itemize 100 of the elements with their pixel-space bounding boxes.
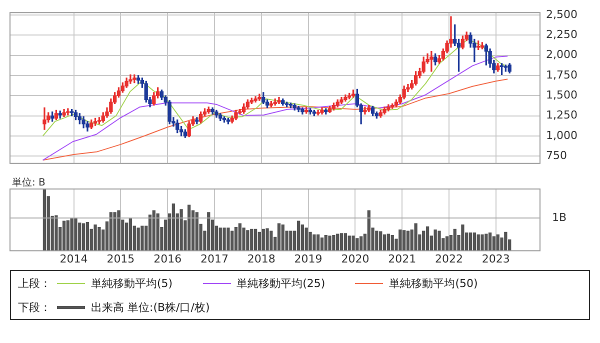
legend-title: 下段： <box>18 300 51 315</box>
bar <box>262 228 265 251</box>
bar <box>54 215 58 251</box>
bar <box>386 234 390 251</box>
bar <box>382 234 386 251</box>
bar <box>414 223 418 251</box>
y-tick-label: 1,750 <box>546 68 578 82</box>
bar <box>402 230 406 251</box>
bar <box>398 229 402 251</box>
x-tick-label: 2017 <box>200 252 228 266</box>
y-tick-label: 1,250 <box>546 108 578 122</box>
bar <box>328 236 332 251</box>
bar <box>270 230 273 251</box>
bar <box>250 228 254 251</box>
legend-label: 単純移動平均(25) <box>236 276 326 291</box>
legend-title: 上段： <box>18 276 51 291</box>
bar <box>484 234 488 251</box>
x-tick-label: 2021 <box>388 252 416 266</box>
bar <box>356 238 359 251</box>
bar <box>316 234 320 251</box>
bar <box>82 223 86 251</box>
bar <box>308 232 312 251</box>
text: 単位: B <box>12 176 46 189</box>
bar <box>86 222 90 251</box>
bar <box>140 226 144 251</box>
bar <box>472 232 476 251</box>
bar <box>422 230 426 251</box>
bar <box>320 237 324 251</box>
bar <box>156 213 160 251</box>
legend-label: 単純移動平均(5) <box>91 276 173 291</box>
x-tick-label: 2014 <box>60 252 88 266</box>
bar <box>480 234 484 251</box>
bar <box>332 235 336 251</box>
y-tick-label: 1,500 <box>546 88 578 102</box>
bar <box>113 212 116 251</box>
y-tick-label: 750 <box>546 149 567 162</box>
bar <box>312 234 316 251</box>
bar <box>136 228 140 251</box>
bar <box>258 232 262 251</box>
bar <box>453 228 456 251</box>
bar <box>246 230 250 251</box>
bar <box>266 228 269 251</box>
bar <box>187 204 191 251</box>
x-tick-label: 2020 <box>341 252 370 266</box>
bar <box>289 230 292 251</box>
bar <box>324 235 328 251</box>
y-tick-label: 2,500 <box>546 8 578 21</box>
bar <box>406 230 410 251</box>
bar <box>242 228 246 251</box>
bar <box>62 220 66 251</box>
bar <box>234 226 238 251</box>
bar <box>128 218 132 251</box>
bar <box>222 228 226 251</box>
bar <box>74 218 78 251</box>
bar <box>238 223 242 251</box>
bar <box>230 230 234 251</box>
bar <box>476 234 480 251</box>
bar <box>445 236 449 251</box>
x-tick-label: 2019 <box>294 252 322 266</box>
legend-label: 単純移動平均(50) <box>389 276 478 291</box>
bar <box>148 214 152 251</box>
bar <box>70 218 74 251</box>
bar <box>254 228 258 251</box>
x-tick-label: 2023 <box>482 252 510 266</box>
bar <box>496 234 500 251</box>
legend-label: 出来高 単位:(B株/口/枚) <box>91 300 210 315</box>
bar <box>296 220 300 251</box>
bar <box>438 230 441 251</box>
bar <box>172 204 176 251</box>
y-tick-label: 1,000 <box>546 128 578 142</box>
bar <box>379 231 382 251</box>
bar <box>281 224 284 251</box>
bar <box>304 228 308 251</box>
bar <box>300 224 304 251</box>
bar <box>226 228 230 251</box>
x-tick-label: 2018 <box>247 252 276 266</box>
bar <box>434 229 437 251</box>
bar <box>195 212 198 251</box>
bar <box>180 209 183 251</box>
bar <box>504 232 508 251</box>
ref-line-label: 1B <box>552 210 567 224</box>
bar <box>367 210 370 251</box>
bar <box>375 230 378 251</box>
bar <box>340 233 344 251</box>
bar <box>109 212 113 251</box>
bar <box>348 236 351 251</box>
bar <box>492 236 496 251</box>
x-tick-label: 2015 <box>106 252 135 266</box>
bar <box>78 222 82 251</box>
bar <box>218 228 222 251</box>
bar <box>359 236 363 251</box>
bar <box>461 224 464 251</box>
bar <box>336 234 340 251</box>
bar <box>344 233 348 251</box>
bar <box>277 223 281 251</box>
bar <box>468 232 472 251</box>
bar <box>66 220 70 251</box>
x-tick-label: 2022 <box>435 252 464 266</box>
bar <box>207 212 210 251</box>
bar <box>98 226 101 251</box>
